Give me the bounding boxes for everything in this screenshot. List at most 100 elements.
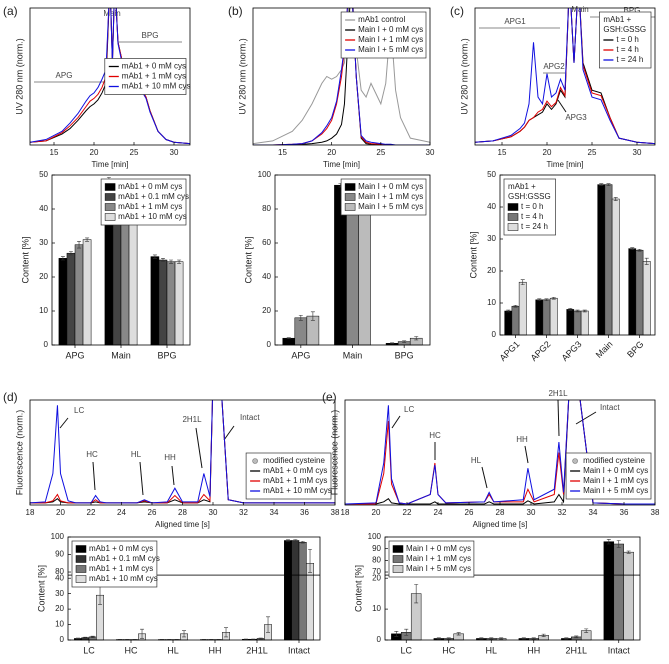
annotation: HH: [516, 435, 528, 444]
legend-label: Main I + 5 mM cys: [358, 202, 423, 211]
x-tick-label: 28: [496, 508, 505, 517]
plot-frame: [474, 7, 656, 146]
legend-label: Main I + 5 mM cys: [406, 564, 471, 573]
bar: [66, 252, 76, 346]
plot-frame: [29, 7, 191, 146]
legend-label: mAb1 + 0 mM cys: [118, 182, 182, 191]
legend-label: mAb1 + 1 mM cys: [122, 72, 186, 81]
error-bar: [551, 296, 556, 300]
arrow: [223, 425, 235, 441]
error-bar: [224, 627, 229, 638]
bar: [82, 239, 92, 346]
y-axis-label: Content [%]: [468, 231, 478, 278]
legend-swatch: [392, 555, 404, 563]
legend-swatch: [507, 213, 519, 221]
error-bar: [436, 637, 441, 640]
error-bar: [584, 628, 589, 633]
error-bar: [77, 241, 82, 249]
error-bar: [564, 637, 569, 640]
y-axis-label: UV 280 nm (norm.): [14, 38, 24, 115]
error-bar: [479, 637, 484, 640]
legend-label: t = 24 h: [521, 222, 548, 231]
legend-swatch: [104, 183, 116, 191]
y-axis-label: Content [%]: [36, 565, 46, 612]
y-tick-label: 20: [262, 306, 271, 315]
legend-swatch: [392, 545, 404, 553]
error-bar: [499, 637, 504, 640]
error-bar: [68, 251, 73, 256]
legend-title: GSH:GSSG: [508, 192, 551, 201]
x-tick-label: 30: [633, 148, 642, 157]
bar: [573, 310, 582, 336]
bar: [298, 542, 307, 641]
legend-label: mAb1 + 0 mM cys: [122, 62, 186, 71]
x-tick-label: HH: [209, 645, 222, 655]
error-bar: [310, 311, 315, 321]
x-tick-label: 38: [651, 508, 660, 517]
legend-box: [565, 452, 652, 500]
x-tick-label: 26: [465, 508, 474, 517]
legend-title: GSH:GSSG: [603, 25, 646, 34]
y-tick-label: 0: [267, 340, 272, 349]
legend-swatch: [507, 203, 519, 211]
legend-swatch: [104, 193, 116, 201]
error-bar: [152, 254, 157, 259]
annotation: APG3: [565, 113, 587, 122]
y-tick-label: 80: [372, 555, 381, 564]
x-tick-label: 20: [543, 148, 552, 157]
legend-swatch: [104, 203, 116, 211]
x-tick-label: 18: [26, 508, 35, 517]
x-tick-label: Intact: [608, 645, 631, 655]
error-bar: [402, 340, 407, 343]
y-tick-label: 90: [372, 544, 381, 553]
bar: [597, 184, 606, 336]
x-axis-label: Time [min]: [546, 160, 583, 169]
arrow: [171, 465, 175, 486]
error-bar: [414, 584, 419, 604]
x-tick-label: 32: [239, 508, 248, 517]
bar: [74, 244, 84, 346]
annotation: Intact: [600, 403, 620, 412]
error-bar: [575, 309, 580, 313]
line-series: [475, 8, 655, 145]
x-tick-label: HH: [527, 645, 540, 655]
bar: [635, 249, 644, 336]
error-bar: [456, 632, 461, 636]
y-tick-label: 90: [55, 550, 64, 559]
x-tick-label: 25: [130, 148, 139, 157]
legend-swatch: [344, 193, 356, 201]
error-bar: [394, 631, 399, 637]
error-bar: [258, 637, 263, 640]
legend-label: Main I + 5 mM cys: [358, 45, 423, 54]
error-bar: [83, 636, 88, 639]
y-tick-label: 60: [262, 238, 271, 247]
arrow: [557, 99, 567, 113]
legend-swatch: [75, 545, 87, 553]
y-axis-label: Content [%]: [353, 565, 363, 612]
plot-frame: [29, 399, 336, 506]
y-tick-label: 30: [55, 589, 64, 598]
legend-title: mAb1 +: [508, 182, 536, 191]
legend-marker: [252, 458, 258, 464]
legend-label: Main I + 1 mM cys: [358, 35, 423, 44]
bar: [611, 198, 620, 336]
legend-label: mAb1 control: [358, 15, 405, 24]
plot-frame: [252, 7, 431, 146]
annotation: Main: [103, 9, 120, 18]
legend-label: Main I + 0 mM cys: [358, 25, 423, 34]
x-tick-label: 20: [56, 508, 65, 517]
legend-label: modified cysteine: [263, 456, 325, 465]
legend-swatch: [75, 575, 87, 583]
bar: [158, 259, 168, 346]
legend-label: Main I + 0 mM cys: [406, 544, 471, 553]
bar: [642, 261, 651, 336]
bar: [294, 317, 308, 346]
panel-label: (c): [450, 4, 464, 18]
legend-label: mAb1 + 10 mM cys: [89, 574, 158, 583]
bar: [542, 299, 551, 336]
error-bar: [446, 637, 451, 640]
error-bar: [293, 539, 298, 542]
